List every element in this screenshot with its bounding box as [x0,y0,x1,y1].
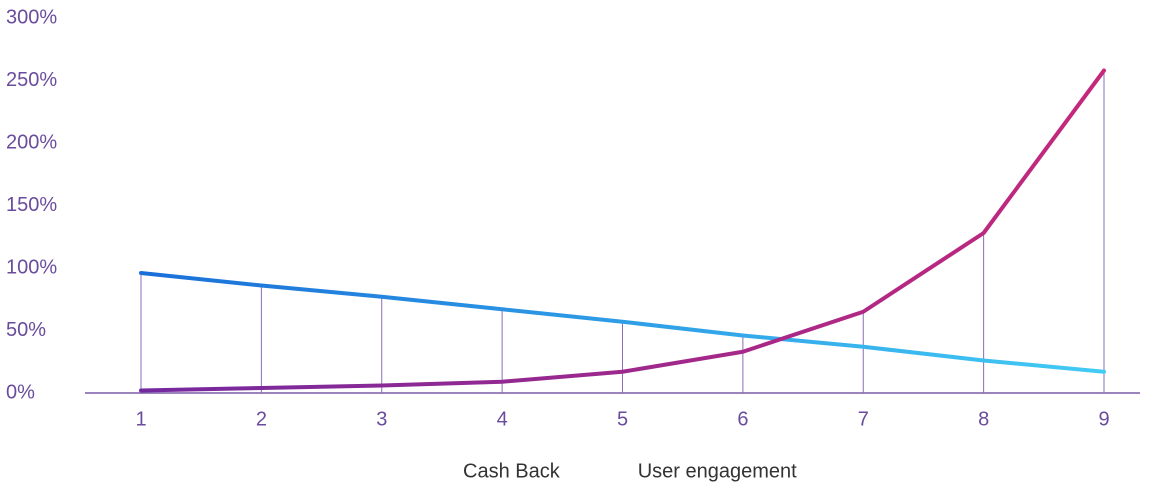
y-tick-label: 50% [6,319,46,341]
x-tick-label: 1 [135,408,146,430]
series-line [139,68,1106,393]
y-tick-label: 150% [6,194,57,216]
x-tick-label: 4 [497,408,508,430]
x-tick-label: 8 [978,408,989,430]
series-line [139,271,1106,374]
x-tick-label: 7 [858,408,869,430]
legend-label: Cash Back [463,460,561,482]
y-tick-label: 200% [6,131,57,153]
x-tick-label: 3 [376,408,387,430]
x-tick-label: 6 [737,408,748,430]
y-tick-label: 0% [6,381,35,403]
y-tick-label: 250% [6,69,57,91]
y-tick-label: 300% [6,6,57,28]
y-tick-label: 100% [6,256,57,278]
x-tick-label: 5 [617,408,628,430]
x-tick-label: 9 [1098,408,1109,430]
legend-label: User engagement [638,460,797,482]
x-tick-label: 2 [256,408,267,430]
